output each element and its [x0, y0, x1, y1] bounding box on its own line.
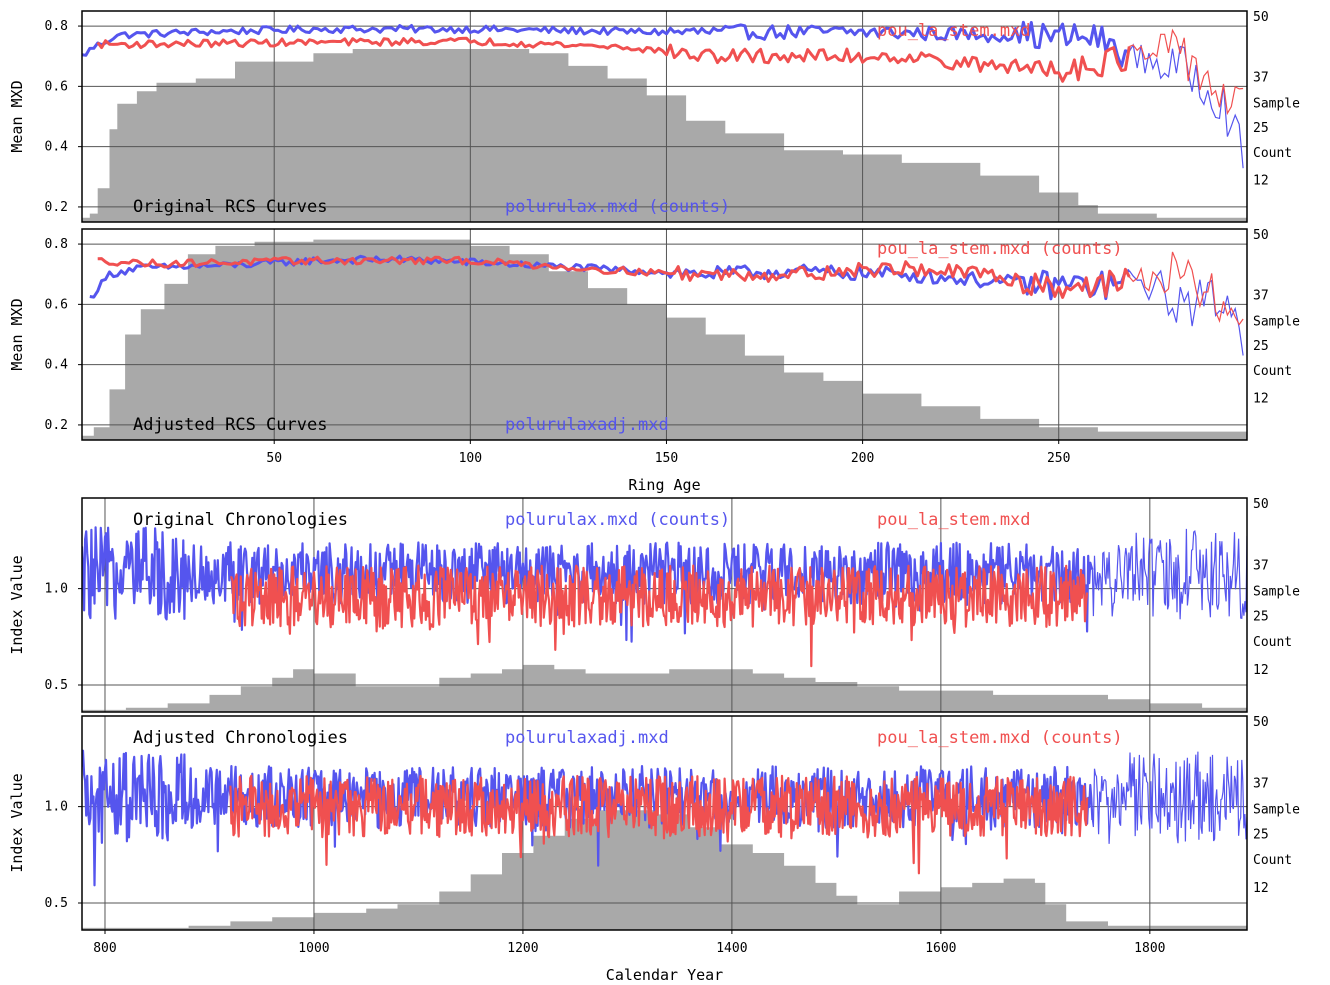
x-tick-label: 1000: [298, 941, 329, 956]
y-tick-label: 0.8: [45, 19, 68, 34]
x-tick-label: 1600: [925, 941, 956, 956]
right-axis-label: Count: [1253, 853, 1292, 868]
panel-top: [78, 10, 1248, 223]
right-axis-label: 37: [1253, 558, 1269, 573]
y-tick-label: 0.6: [45, 79, 68, 94]
y-tick-label: 0.8: [45, 237, 68, 252]
x-tick-label: 200: [851, 451, 874, 466]
x-tick-label: 1800: [1134, 941, 1165, 956]
sample-count-area: [82, 49, 1247, 222]
red-series-thin-line: [1128, 251, 1244, 326]
right-axis-label: 25: [1253, 339, 1269, 354]
blue-series-line: [82, 20, 1130, 68]
x-tick-label: 100: [459, 451, 482, 466]
panel-frame: [81, 228, 1248, 441]
blue-series-thin-line: [1128, 269, 1244, 356]
right-axis-label: Sample: [1253, 585, 1300, 600]
sample-count-area: [82, 239, 1247, 440]
y-tick-label: 0.6: [45, 297, 68, 312]
panel-second: [78, 228, 1248, 444]
x-axis-label: Ring Age: [628, 476, 700, 494]
x-tick-label: 150: [655, 451, 678, 466]
x-tick-label: 1400: [716, 941, 747, 956]
right-axis-label: 25: [1253, 827, 1269, 842]
right-axis-label: Count: [1253, 146, 1292, 161]
x-axis-label: Calendar Year: [606, 966, 723, 984]
red-series-thin-line: [1129, 28, 1244, 116]
right-axis-label: 37: [1253, 776, 1269, 791]
right-axis-label: Count: [1253, 635, 1292, 650]
right-axis-label: Sample: [1253, 315, 1300, 330]
y-tick-label: 1.0: [45, 800, 68, 815]
red-series-line: [97, 255, 1131, 299]
y-axis-label: Index Value: [8, 773, 26, 872]
y-axis-label: Mean MXD: [8, 80, 26, 152]
panel-frame: [81, 10, 1248, 223]
right-axis-label: 12: [1253, 881, 1269, 896]
sample-count-area: [82, 810, 1247, 930]
right-axis-label: 50: [1253, 10, 1269, 25]
y-tick-label: 0.5: [45, 678, 68, 693]
right-axis-label: 50: [1253, 497, 1269, 512]
y-tick-label: 0.4: [45, 140, 69, 155]
y-tick-label: 0.5: [45, 896, 68, 911]
legend-red: pou_la_stem.mxd (counts): [877, 728, 1123, 748]
red-series-line: [96, 36, 1131, 83]
legend-blue: polurulaxadj.mxd: [505, 728, 669, 748]
legend-blue: polurulax.mxd (counts): [505, 510, 730, 530]
right-axis-label: 12: [1253, 174, 1269, 189]
red-series-line: [229, 564, 1089, 668]
y-tick-label: 0.2: [45, 200, 68, 215]
legend-red: pou_la_stem.mxd: [877, 21, 1031, 41]
right-axis-label: 50: [1253, 228, 1269, 243]
panel-title: Original RCS Curves: [133, 197, 327, 217]
right-axis-label: Sample: [1253, 803, 1300, 818]
panel-title: Adjusted RCS Curves: [133, 415, 327, 435]
right-axis-label: 50: [1253, 715, 1269, 730]
x-tick-label: 250: [1047, 451, 1070, 466]
legend-red: pou_la_stem.mxd (counts): [877, 239, 1123, 259]
blue-series-thin-line: [1091, 751, 1247, 844]
right-axis-label: Sample: [1253, 97, 1300, 112]
right-axis-label: 12: [1253, 663, 1269, 678]
panel-third: [78, 497, 1248, 713]
legend-red: pou_la_stem.mxd: [877, 510, 1031, 530]
y-axis-label: Mean MXD: [8, 298, 26, 370]
right-axis-label: 12: [1253, 392, 1269, 407]
panel-title: Original Chronologies: [133, 510, 348, 530]
panel-frame: [81, 497, 1248, 713]
y-tick-label: 1.0: [45, 582, 68, 597]
y-axis-label: Index Value: [8, 555, 26, 654]
right-axis-label: 25: [1253, 121, 1269, 136]
y-tick-label: 0.4: [45, 358, 69, 373]
y-tick-label: 0.2: [45, 418, 68, 433]
x-tick-label: 1200: [507, 941, 538, 956]
panel-bottom: [78, 715, 1248, 934]
right-axis-label: 37: [1253, 289, 1269, 304]
blue-series-thin-line: [1091, 528, 1247, 620]
legend-blue: polurulaxadj.mxd: [505, 415, 669, 435]
legend-blue: polurulax.mxd (counts): [505, 197, 730, 217]
x-tick-label: 800: [93, 941, 116, 956]
x-tick-label: 50: [266, 451, 282, 466]
panel-frame: [81, 715, 1248, 931]
right-axis-label: 25: [1253, 609, 1269, 624]
red-series-line: [229, 774, 1089, 875]
sample-count-area: [82, 664, 1247, 712]
panel-title: Adjusted Chronologies: [133, 728, 348, 748]
right-axis-label: Count: [1253, 364, 1292, 379]
right-axis-label: 37: [1253, 71, 1269, 86]
